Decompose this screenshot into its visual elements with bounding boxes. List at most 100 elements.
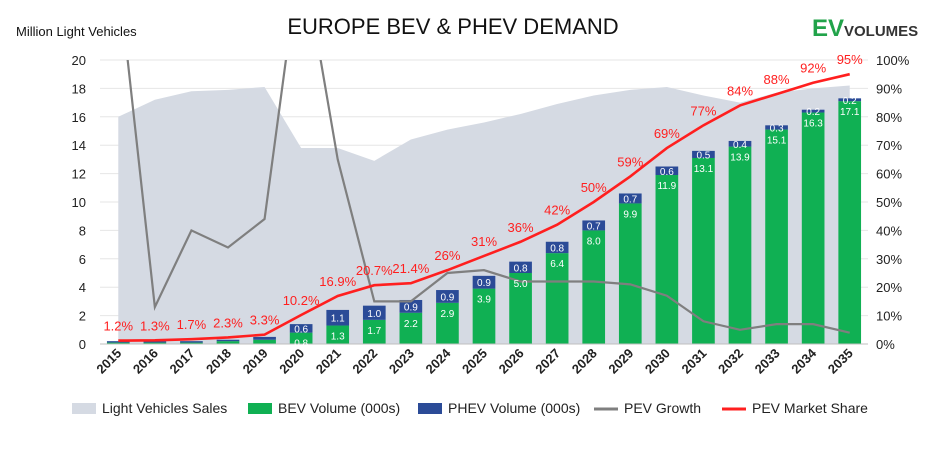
- bev-bar: [362, 319, 386, 344]
- market-share-label: 69%: [654, 126, 680, 141]
- pev-market-share-line: [118, 72, 851, 342]
- bev-bar: [143, 342, 167, 344]
- x-tick-label: 2030: [642, 346, 673, 377]
- bev-bar: [655, 175, 679, 344]
- bev-value-label: 3.9: [477, 295, 491, 306]
- market-share-label: 92%: [800, 61, 826, 76]
- phev-value-label: 0.4: [733, 140, 747, 151]
- bev-bar: [106, 342, 130, 344]
- x-tick-label: 2020: [276, 346, 307, 377]
- x-tick-label: 2025: [459, 346, 490, 377]
- bev-bar: [765, 129, 788, 344]
- market-share-label: 36%: [508, 220, 534, 235]
- phev-value-label: 0.2: [806, 107, 820, 118]
- phev-bar: [801, 109, 825, 113]
- phev-value-label: 0.9: [477, 278, 491, 289]
- x-tick-label: 2016: [130, 346, 161, 377]
- lines: [118, 60, 851, 342]
- phev-value-label: 0.9: [440, 292, 454, 303]
- y-tick-label: 10: [72, 195, 86, 210]
- phev-value-label: 0.9: [404, 302, 418, 313]
- phev-value-label: 0.7: [587, 221, 601, 232]
- market-share-label: 20.7%: [356, 263, 393, 278]
- bev-bar: [509, 273, 532, 344]
- bev-bar: [692, 157, 715, 344]
- legend-label-growth: PEV Growth: [624, 400, 701, 416]
- logo-volumes-text: VOLUMES: [844, 23, 918, 40]
- x-tick-label: 2035: [825, 346, 856, 377]
- phev-bar: [509, 261, 532, 273]
- market-share-label: 88%: [764, 72, 790, 87]
- bev-bar: [180, 342, 203, 344]
- phev-value-label: 0.8: [514, 263, 528, 274]
- market-share-label: 84%: [727, 83, 753, 98]
- ev-volumes-logo: EV VOLUMES: [812, 15, 918, 42]
- legend-item-share: PEV Market Share: [722, 400, 868, 416]
- market-share-label: 26%: [434, 248, 460, 263]
- y-tick-label: 8: [79, 223, 86, 238]
- market-share-label: 95%: [837, 52, 863, 67]
- phev-bar: [180, 341, 203, 343]
- bev-value-label: 0.8: [294, 339, 308, 350]
- market-share-label: 16.9%: [319, 274, 356, 289]
- bev-value-label: 11.9: [657, 181, 676, 192]
- bev-value-label: 13.9: [730, 153, 750, 164]
- y2-tick-label: 10%: [876, 309, 902, 324]
- x-tick-label: 2032: [715, 346, 746, 377]
- phev-value-label: 0.3: [770, 123, 784, 134]
- x-tick-label: 2015: [93, 346, 124, 377]
- phev-bar: [692, 150, 715, 158]
- bars: [106, 98, 862, 345]
- legend-swatch-area: [72, 403, 96, 414]
- y-tick-label: 18: [72, 81, 86, 96]
- x-tick-label: 2028: [569, 346, 600, 377]
- legend-label-share: PEV Market Share: [752, 400, 868, 416]
- y2-tick-label: 20%: [876, 280, 902, 295]
- bev-bar: [618, 203, 642, 344]
- y2-tick-label: 0%: [876, 337, 895, 352]
- market-share-label: 3.3%: [250, 313, 280, 328]
- market-share-label: 50%: [581, 180, 607, 195]
- market-share-label: 1.7%: [177, 317, 207, 332]
- phev-bar: [399, 299, 423, 313]
- logo-ev-text: EV: [812, 15, 844, 42]
- phev-value-label: 0.5: [696, 150, 710, 161]
- y-tick-label: 6: [79, 252, 86, 267]
- x-tick-label: 2027: [532, 346, 563, 377]
- bev-value-label: 6.4: [550, 259, 564, 270]
- x-tick-label: 2019: [240, 346, 271, 377]
- market-share-label: 77%: [690, 103, 716, 118]
- bev-value-label: 1.7: [367, 326, 381, 337]
- market-share-label: 1.3%: [140, 318, 170, 333]
- phev-bar: [362, 305, 386, 320]
- y-tick-label: 0: [79, 337, 86, 352]
- phev-bar: [618, 193, 642, 204]
- x-tick-label: 2017: [166, 346, 197, 377]
- market-share-label: 59%: [617, 154, 643, 169]
- y2-tick-label: 60%: [876, 167, 902, 182]
- x-tick-label: 2031: [678, 346, 709, 377]
- bev-bar: [216, 341, 240, 344]
- bev-value-label: 2.9: [440, 309, 454, 320]
- bev-bar: [436, 302, 459, 344]
- phev-bar: [472, 275, 496, 289]
- data-labels: 0.8 0.6 1.3 1.1 1.7 1.0 2.2 0.9 2.9 0.9 3.9 0.9 5.0 0…: [103, 52, 863, 349]
- x-tick-label: 2034: [788, 345, 820, 377]
- y2-tick-label: 80%: [876, 110, 902, 125]
- bev-value-label: 1.3: [331, 332, 345, 343]
- bev-value-label: 13.1: [694, 164, 714, 175]
- y-tick-label: 16: [72, 110, 86, 125]
- bev-bar: [582, 230, 606, 344]
- x-tick-label: 2029: [605, 346, 636, 377]
- phev-value-label: 0.8: [550, 243, 564, 254]
- bev-value-label: 9.9: [623, 209, 637, 220]
- chart-title: EUROPE BEV & PHEV DEMAND: [287, 14, 618, 39]
- phev-value-label: 0.6: [294, 324, 308, 335]
- y-tick-label: 12: [72, 167, 86, 182]
- bev-bar: [253, 339, 276, 344]
- phev-bar: [582, 220, 606, 231]
- pev-growth-line: [126, 60, 850, 334]
- market-share-label: 1.2%: [103, 319, 133, 334]
- legend-label-area: Light Vehicles Sales: [102, 400, 227, 416]
